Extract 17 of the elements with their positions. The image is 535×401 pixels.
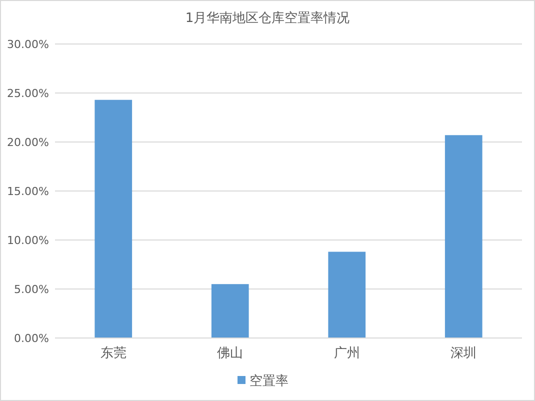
x-tick-label: 广州 [334,346,360,361]
bar [328,252,366,338]
y-tick-label: 5.00% [14,283,49,296]
legend-label: 空置率 [250,373,288,389]
y-tick-label: 20.00% [7,136,49,149]
bar [444,135,482,338]
y-tick-label: 30.00% [7,38,49,51]
y-tick-label: 0.00% [14,332,49,345]
x-tick-label: 深圳 [450,346,477,361]
x-tick-label: 东莞 [100,346,126,361]
bar [94,100,132,338]
bar [211,284,249,338]
y-tick-label: 10.00% [7,234,49,247]
y-tick-label: 25.00% [7,87,49,100]
x-tick-label: 佛山 [217,346,244,361]
y-tick-label: 15.00% [7,185,49,198]
chart-title: 1月华南地区仓库空置率情况 [185,10,350,26]
